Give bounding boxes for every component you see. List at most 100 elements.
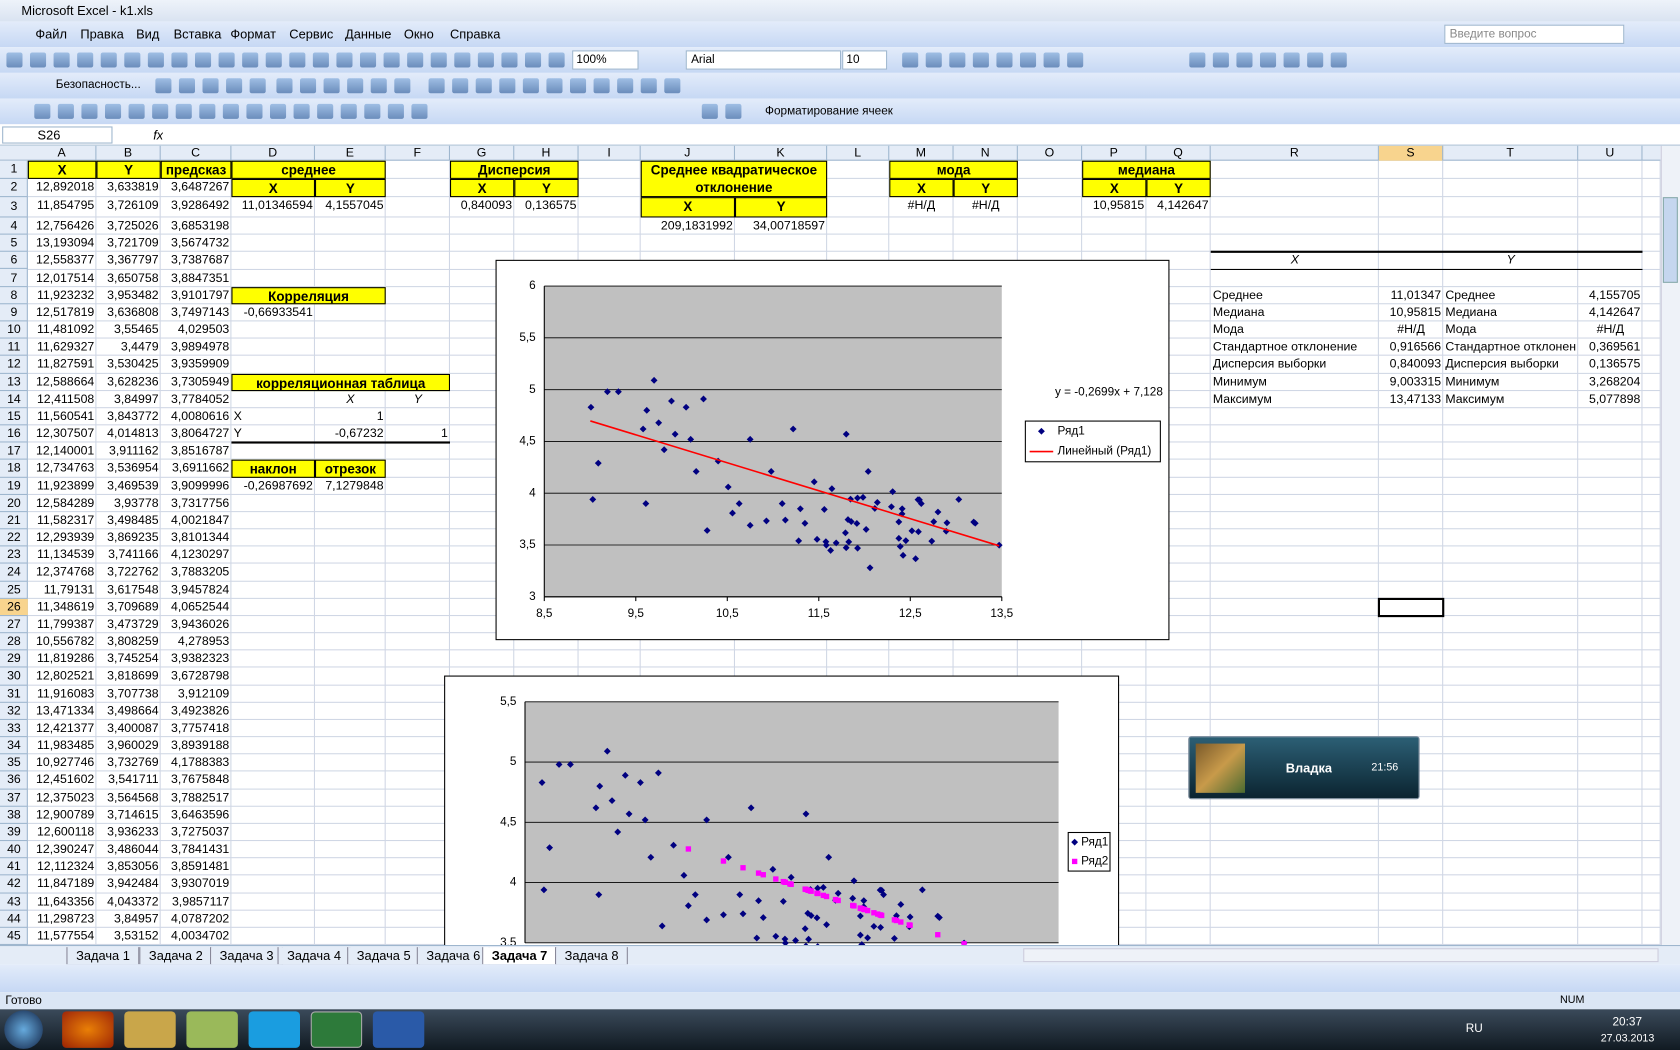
toolbar-button[interactable]	[249, 78, 266, 94]
cell[interactable]: 3,7841431	[171, 843, 230, 857]
cell[interactable]: 11,298723	[36, 912, 95, 926]
toolbar-button[interactable]	[411, 103, 428, 119]
cell[interactable]: Максимум	[1212, 392, 1272, 406]
cell[interactable]: 3,7883205	[171, 566, 230, 579]
cell[interactable]: 3,8847351	[171, 271, 230, 285]
cell[interactable]: 3,745254	[107, 652, 159, 666]
scroll-thumb[interactable]	[1662, 197, 1678, 283]
cell[interactable]: 3,5674732	[171, 236, 230, 250]
cell[interactable]: 11,819286	[36, 652, 95, 666]
row-header[interactable]: 31	[0, 685, 28, 703]
cell[interactable]: 209,1831992	[660, 219, 733, 233]
cell[interactable]: Y	[953, 178, 1018, 198]
cell[interactable]: 10,95815	[1389, 306, 1442, 320]
column-header[interactable]: M	[889, 145, 954, 161]
toolbar-button[interactable]	[1212, 52, 1229, 68]
column-header[interactable]: T	[1443, 145, 1579, 161]
cell[interactable]: 3,725026	[107, 219, 159, 233]
cell[interactable]: 11,134539	[36, 548, 95, 562]
toolbar-button[interactable]	[155, 78, 172, 94]
cell[interactable]: 4,0034702	[171, 929, 230, 943]
cell[interactable]: Стандартное отклонен	[1445, 340, 1577, 354]
cell[interactable]: 4,1230297	[171, 548, 230, 562]
cell[interactable]: 12,375023	[36, 791, 95, 805]
row-header[interactable]: 4	[0, 218, 28, 235]
toolbar-button[interactable]	[100, 52, 117, 68]
cell[interactable]: Дисперсия	[450, 160, 579, 179]
cell[interactable]: 3,6463596	[171, 808, 230, 822]
cell[interactable]: 3,9101797	[171, 288, 230, 302]
column-header[interactable]: C	[161, 145, 232, 161]
row-header[interactable]: 34	[0, 737, 28, 755]
cell[interactable]: Мода	[1445, 323, 1477, 337]
row-header[interactable]: 9	[0, 304, 28, 322]
toolbar-button[interactable]	[522, 78, 539, 94]
language[interactable]: RU	[1465, 1022, 1483, 1036]
toolbar-button[interactable]	[370, 78, 387, 94]
cell[interactable]: 11,348619	[36, 600, 95, 614]
toolbar-button[interactable]	[360, 52, 377, 68]
toolbar-button[interactable]	[128, 103, 145, 119]
column-header[interactable]: G	[450, 145, 515, 161]
cell[interactable]: 3,469539	[107, 479, 159, 493]
row-header[interactable]: 18	[0, 460, 28, 478]
toolbar-button[interactable]	[1067, 52, 1084, 68]
row-header[interactable]: 8	[0, 287, 28, 305]
cell[interactable]: 11,923899	[36, 479, 95, 493]
cell[interactable]: 0,136575	[525, 199, 577, 213]
row-header[interactable]: 23	[0, 547, 28, 564]
cell[interactable]: 10,556782	[36, 635, 95, 649]
toolbar-button[interactable]	[323, 78, 340, 94]
toolbar-button[interactable]	[265, 52, 282, 68]
cell[interactable]: 3,9307019	[171, 877, 230, 891]
cell[interactable]: Корреляция	[231, 286, 386, 305]
cell[interactable]: 3,617548	[107, 583, 159, 597]
menu-item[interactable]: Файл	[35, 26, 67, 42]
toolbar-button[interactable]	[53, 52, 70, 68]
toolbar-button[interactable]	[222, 103, 239, 119]
cell[interactable]: X	[231, 178, 316, 198]
cell[interactable]: 11,629327	[36, 340, 95, 354]
cell[interactable]: 11,983485	[36, 739, 95, 753]
row-header[interactable]: 2	[0, 178, 28, 198]
cell[interactable]: 3,9436026	[171, 618, 230, 631]
font-size-box[interactable]: 10	[842, 50, 888, 70]
column-header[interactable]: K	[735, 145, 828, 161]
toolbar-button[interactable]	[1020, 52, 1037, 68]
cell[interactable]: 3,853056	[107, 860, 159, 874]
toolbar-button[interactable]	[664, 78, 681, 94]
cell[interactable]: Среднее	[1212, 288, 1263, 302]
cell[interactable]: 3,714615	[107, 808, 159, 822]
cell[interactable]: 12,017514	[36, 271, 95, 285]
cell[interactable]: Дисперсия выборки	[1212, 358, 1327, 372]
cell[interactable]: 3,498664	[107, 704, 159, 718]
menu-item[interactable]: Формат	[230, 26, 277, 42]
toolbar-button[interactable]	[593, 78, 610, 94]
cell[interactable]: 4,1788383	[171, 756, 230, 770]
sheet-tab[interactable]: Задача 1	[66, 947, 140, 965]
cell[interactable]: 3,498485	[107, 514, 159, 528]
row-header[interactable]: 37	[0, 789, 28, 807]
row-header[interactable]: 25	[0, 581, 28, 599]
cell[interactable]: 3,486044	[107, 843, 159, 857]
cell[interactable]: -0,26987692	[243, 479, 313, 493]
cell[interactable]: 3,9359909	[171, 358, 230, 372]
toolbar-button[interactable]	[725, 103, 742, 119]
toolbar-button[interactable]	[312, 52, 329, 68]
cell[interactable]: 11,481092	[36, 323, 95, 337]
row-header[interactable]: 21	[0, 512, 28, 530]
cell[interactable]: 4,155705	[1588, 288, 1641, 302]
sheet-tab[interactable]: Задача 5	[347, 947, 421, 965]
cell[interactable]: Y	[233, 427, 242, 441]
security-button[interactable]: Безопасность...	[55, 78, 141, 92]
toolbar-button[interactable]	[336, 52, 353, 68]
cell[interactable]: 3,7882517	[171, 791, 230, 805]
cell[interactable]: 1	[376, 410, 384, 424]
cell[interactable]: 3,473729	[107, 618, 159, 631]
cell[interactable]: 3,953482	[107, 288, 159, 302]
cell[interactable]: 12,421377	[36, 722, 95, 735]
toolbar-button[interactable]	[548, 52, 565, 68]
cell[interactable]: 12,451602	[36, 774, 95, 787]
notes-button[interactable]	[186, 1011, 238, 1048]
cell[interactable]: 12,517819	[36, 306, 95, 320]
